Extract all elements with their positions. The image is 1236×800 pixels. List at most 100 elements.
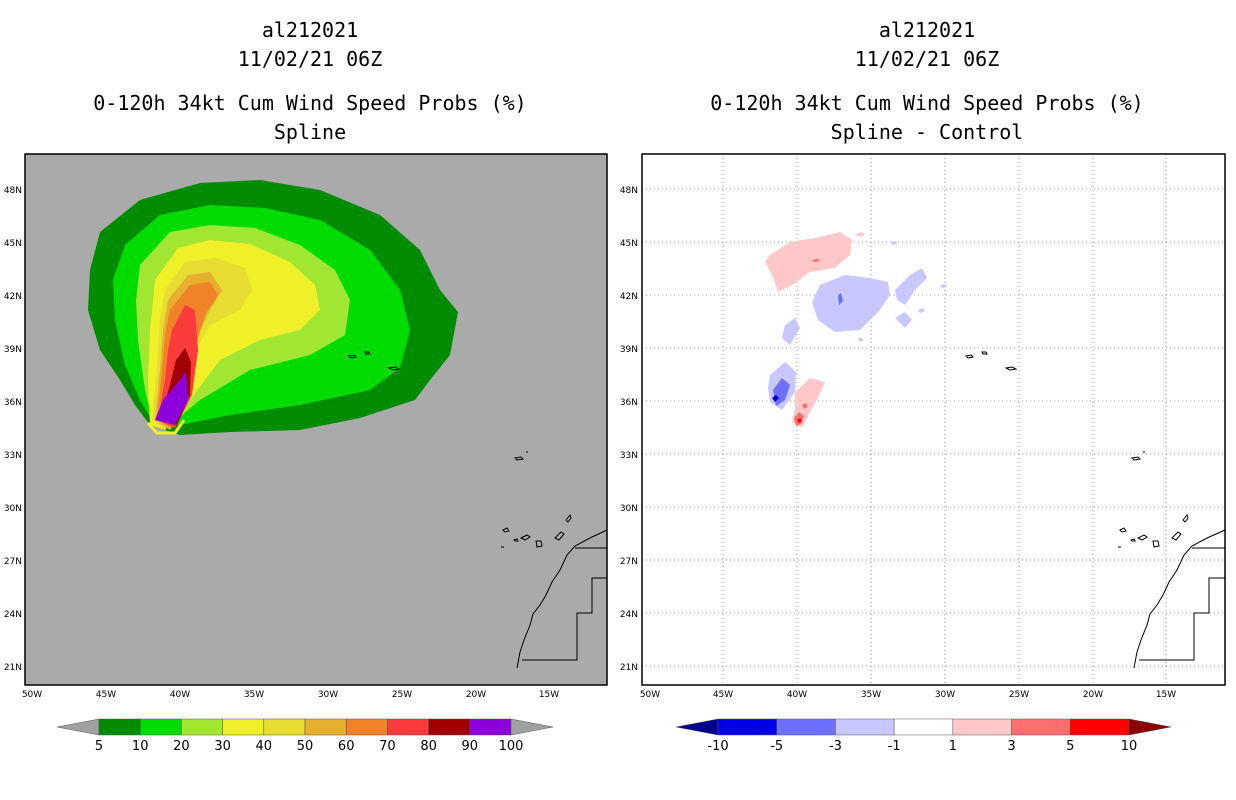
right-lon-tick: 15W bbox=[1156, 690, 1176, 700]
left-colorbar-label: 10 bbox=[132, 739, 149, 754]
right-colorbar-label: 1 bbox=[949, 739, 957, 754]
right-lon-tick: 30W bbox=[935, 690, 955, 700]
left-colorbar-label: 100 bbox=[499, 739, 524, 754]
right-colorbar-swatch bbox=[776, 718, 836, 736]
right-colorbar-swatch bbox=[952, 718, 1012, 736]
right-lat-tick: 21N bbox=[620, 663, 638, 673]
contour-100-edge bbox=[146, 419, 186, 435]
contour-90 bbox=[155, 372, 188, 425]
left-lat-axis: 48N 45N 42N 39N 36N 33N 30N 27N 24N 21N bbox=[4, 186, 22, 673]
left-colorbar-label: 40 bbox=[256, 739, 273, 754]
diff-positive-1-dot bbox=[856, 232, 865, 237]
diff-negative-1-east2 bbox=[858, 241, 947, 341]
left-title-storm: al212021 bbox=[262, 18, 358, 42]
left-lat-tick: 27N bbox=[4, 557, 22, 567]
left-colorbar-swatch bbox=[469, 718, 512, 736]
left-lat-tick: 21N bbox=[4, 663, 22, 673]
left-title-date: 11/02/21 06Z bbox=[238, 47, 383, 71]
left-lat-tick: 48N bbox=[4, 186, 22, 196]
right-lat-tick: 39N bbox=[620, 345, 638, 355]
left-lon-tick: 45W bbox=[96, 690, 116, 700]
right-lon-tick: 40W bbox=[787, 690, 807, 700]
right-lat-tick: 30N bbox=[620, 504, 638, 514]
right-colorbar-label: 10 bbox=[1121, 739, 1138, 754]
canary-islands bbox=[1118, 513, 1189, 548]
right-lat-tick: 27N bbox=[620, 557, 638, 567]
diff-negative-3-center bbox=[838, 293, 843, 305]
left-lon-axis: 50W 45W 40W 35W 30W 25W 20W 15W bbox=[22, 690, 559, 700]
left-colorbar-label: 80 bbox=[420, 739, 437, 754]
right-coastlines bbox=[964, 351, 1226, 669]
left-lat-tick: 39N bbox=[4, 345, 22, 355]
right-map-background bbox=[642, 154, 1225, 685]
right-colorbar-label: -1 bbox=[888, 739, 901, 754]
left-title-method: Spline bbox=[274, 120, 346, 144]
diff-positive-3-north bbox=[812, 259, 820, 262]
left-colorbar-under-arrow bbox=[56, 718, 100, 736]
left-lat-tick: 36N bbox=[4, 398, 22, 408]
left-colorbar-swatch bbox=[139, 718, 182, 736]
left-colorbar-over-arrow bbox=[510, 718, 554, 736]
right-colorbar-swatch bbox=[1011, 718, 1071, 736]
canary-islands bbox=[501, 513, 572, 548]
left-lon-tick: 25W bbox=[392, 690, 412, 700]
right-difference-contours bbox=[765, 232, 947, 428]
right-lon-tick: 45W bbox=[713, 690, 733, 700]
africa-coastline bbox=[516, 529, 608, 669]
left-lon-tick: 15W bbox=[539, 690, 559, 700]
left-colorbar-swatch bbox=[263, 718, 306, 736]
left-lat-tick: 45N bbox=[4, 239, 22, 249]
left-lat-tick: 42N bbox=[4, 292, 22, 302]
right-lat-tick: 33N bbox=[620, 451, 638, 461]
azores-islands bbox=[964, 351, 1018, 371]
right-lat-tick: 36N bbox=[620, 398, 638, 408]
right-colorbar-over-arrow bbox=[1128, 718, 1172, 736]
left-colorbar-label: 20 bbox=[173, 739, 190, 754]
western-sahara-border bbox=[1139, 547, 1225, 661]
left-lon-tick: 40W bbox=[170, 690, 190, 700]
diff-negative-1-west bbox=[782, 318, 800, 345]
right-colorbar: -10 -5 -3 -1 1 3 5 10 bbox=[675, 718, 1172, 754]
right-colorbar-under-arrow bbox=[675, 718, 719, 736]
diff-negative-5-south bbox=[772, 395, 779, 402]
left-lat-tick: 30N bbox=[4, 504, 22, 514]
left-lon-tick: 50W bbox=[22, 690, 42, 700]
right-lat-axis: 48N 45N 42N 39N 36N 33N 30N 27N 24N 21N bbox=[620, 186, 638, 673]
right-panel: al212021 11/02/21 06Z 0-120h 34kt Cum Wi… bbox=[620, 18, 1226, 754]
left-colorbar-swatch bbox=[387, 718, 429, 736]
right-colorbar-label: -10 bbox=[707, 739, 728, 754]
western-sahara-border bbox=[522, 547, 607, 661]
right-lon-tick: 25W bbox=[1009, 690, 1029, 700]
left-colorbar-swatch bbox=[222, 718, 265, 736]
left-lon-tick: 20W bbox=[466, 690, 486, 700]
right-colorbar-label: 3 bbox=[1007, 739, 1015, 754]
left-colorbar-swatch bbox=[98, 718, 141, 736]
right-lat-tick: 24N bbox=[620, 610, 638, 620]
left-colorbar-label: 70 bbox=[379, 739, 396, 754]
left-colorbar-swatch bbox=[181, 718, 223, 736]
diff-negative-1-east bbox=[895, 268, 927, 305]
left-colorbar-swatch bbox=[345, 718, 388, 736]
left-colorbar-swatch bbox=[304, 718, 347, 736]
right-map-frame bbox=[641, 153, 1226, 686]
left-colorbar-label: 30 bbox=[214, 739, 231, 754]
right-colorbar-swatch bbox=[893, 718, 954, 736]
diff-positive-1-north bbox=[765, 232, 852, 292]
diff-positive-5-south bbox=[797, 418, 802, 423]
africa-coastline bbox=[1133, 529, 1226, 669]
left-panel: al212021 11/02/21 06Z 0-120h 34kt Cum Wi… bbox=[4, 18, 608, 754]
madeira-islands bbox=[1130, 451, 1145, 461]
left-map-frame bbox=[24, 153, 608, 686]
left-lon-tick: 35W bbox=[244, 690, 264, 700]
left-colorbar-label: 90 bbox=[462, 739, 479, 754]
left-colorbar-swatch bbox=[428, 718, 471, 736]
right-colorbar-label: 5 bbox=[1066, 739, 1074, 754]
right-lon-tick: 50W bbox=[640, 690, 660, 700]
right-colorbar-label: -3 bbox=[829, 739, 842, 754]
right-colorbar-swatch bbox=[835, 718, 895, 736]
right-lon-axis: 50W 45W 40W 35W 30W 25W 20W 15W bbox=[640, 690, 1176, 700]
left-title-product: 0-120h 34kt Cum Wind Speed Probs (%) bbox=[93, 91, 526, 115]
right-lat-tick: 48N bbox=[620, 186, 638, 196]
madeira-islands bbox=[513, 451, 528, 461]
